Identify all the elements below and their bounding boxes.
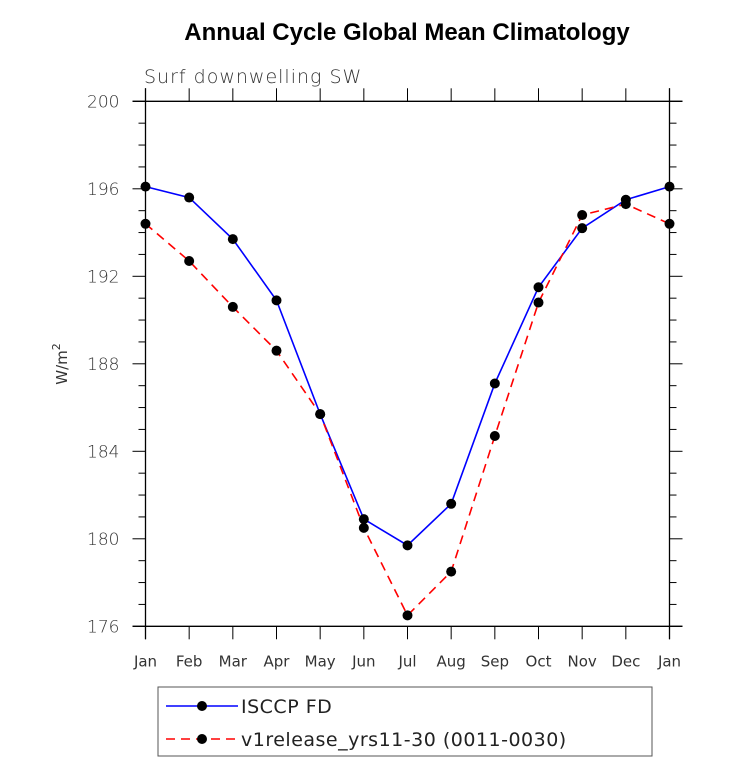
x-tick-label: Sep [481, 652, 509, 670]
x-tick-label: Nov [568, 652, 597, 670]
data-point [227, 301, 238, 312]
data-point [446, 566, 457, 577]
series-line [145, 185, 670, 547]
data-point [402, 610, 413, 621]
legend-box [157, 686, 653, 757]
y-axis-label-superscript: 2 [50, 343, 63, 350]
y-tick-label: 188 [87, 355, 119, 375]
series-1 [145, 185, 670, 547]
data-point [489, 430, 500, 441]
chart-subtitle: Surf downwelling SW [144, 66, 362, 88]
legend-marker [197, 701, 207, 711]
series-layer [140, 181, 675, 621]
x-axis-ticks: Jan Feb Mar Apr May Jun Jul Aug Sep Oct Nov Dec Jan [133, 88, 681, 670]
data-point [315, 409, 326, 420]
data-point [533, 282, 544, 293]
y-axis-label-text: W/m [53, 350, 71, 385]
data-point [271, 295, 282, 306]
y-axis-ticks: 176 180 184 188 192 196 200 [87, 92, 683, 637]
data-point [620, 199, 631, 210]
x-tick-label: Jun [351, 652, 375, 670]
data-point [358, 514, 369, 525]
x-tick-label: Jan [657, 652, 681, 670]
x-tick-label: May [305, 652, 336, 670]
legend-label: ISCCP FD [241, 696, 332, 718]
data-point [140, 218, 151, 229]
data-point [446, 498, 457, 509]
x-tick-label: Mar [219, 652, 248, 670]
data-point [358, 522, 369, 533]
data-point [140, 181, 151, 192]
data-point [664, 181, 675, 192]
x-tick-label: Jan [133, 652, 157, 670]
y-tick-label: 176 [87, 617, 119, 637]
data-point [402, 540, 413, 551]
data-point [489, 378, 500, 389]
x-tick-label: Aug [437, 652, 466, 670]
x-tick-label: Jul [397, 652, 416, 670]
legend-label: v1release_yrs11-30 (0011-0030) [241, 729, 567, 751]
series-line [144, 203, 670, 617]
data-point [664, 218, 675, 229]
series-markers-2 [140, 199, 675, 621]
chart-title: Annual Cycle Global Mean Climatology [184, 19, 630, 46]
y-tick-label: 184 [87, 442, 119, 462]
axes-frame [132, 88, 683, 640]
data-point [577, 210, 588, 221]
x-tick-label: Apr [264, 652, 291, 670]
legend: ISCCP FD v1release_yrs11-30 (0011-0030) [157, 686, 653, 757]
y-tick-label: 192 [87, 267, 119, 287]
series-markers-1 [140, 181, 675, 551]
y-tick-label: 200 [87, 92, 119, 112]
x-tick-label: Feb [176, 652, 203, 670]
data-point [271, 345, 282, 356]
x-tick-label: Oct [526, 652, 552, 670]
y-tick-label: 196 [87, 180, 119, 200]
y-axis-label: W/m2 [50, 343, 71, 385]
data-point [577, 223, 588, 234]
series-2 [144, 203, 670, 617]
legend-marker [197, 734, 207, 744]
x-tick-label: Dec [611, 652, 640, 670]
data-point [184, 255, 195, 266]
data-point [533, 297, 544, 308]
y-tick-label: 180 [87, 530, 119, 550]
data-point [227, 234, 238, 245]
data-point [184, 192, 195, 203]
